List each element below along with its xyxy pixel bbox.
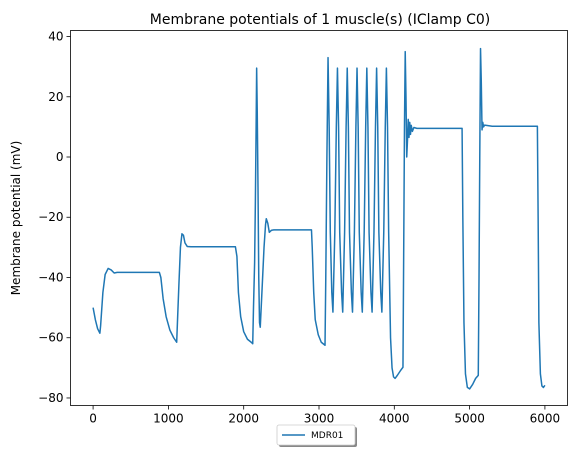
y-tick-label: 40 (48, 30, 63, 44)
y-tick-label: 0 (56, 150, 64, 164)
legend-box (276, 424, 356, 446)
series-line-mdr01 (92, 47, 546, 390)
x-tick-label: 3000 (304, 412, 335, 426)
y-tick-label: −40 (38, 270, 63, 284)
x-tick-label: 6000 (530, 412, 561, 426)
series-layer (92, 47, 546, 390)
chart-title: Membrane potentials of 1 muscle(s) (ICla… (150, 12, 490, 28)
x-tick-label: 1000 (153, 412, 184, 426)
plot-frame (70, 30, 568, 406)
legend-label-mdr01: MDR01 (311, 431, 343, 441)
y-tick-label: 20 (48, 90, 63, 104)
x-tick-label: 0 (89, 412, 97, 426)
y-tick-label: −80 (38, 391, 63, 405)
x-tick-label: 4000 (379, 412, 410, 426)
y-tick-label: −20 (38, 210, 63, 224)
legend: MDR01 (276, 424, 357, 447)
y-axis-label: Membrane potential (mV) (9, 141, 23, 296)
x-tick-label: 5000 (454, 412, 485, 426)
x-tick-label: 2000 (228, 412, 259, 426)
y-tick-label: −60 (38, 331, 63, 345)
axis-ticks: 0 1000 2000 3000 4000 5000 6000 −80 −60 −40 −20 0 20… (38, 30, 560, 426)
